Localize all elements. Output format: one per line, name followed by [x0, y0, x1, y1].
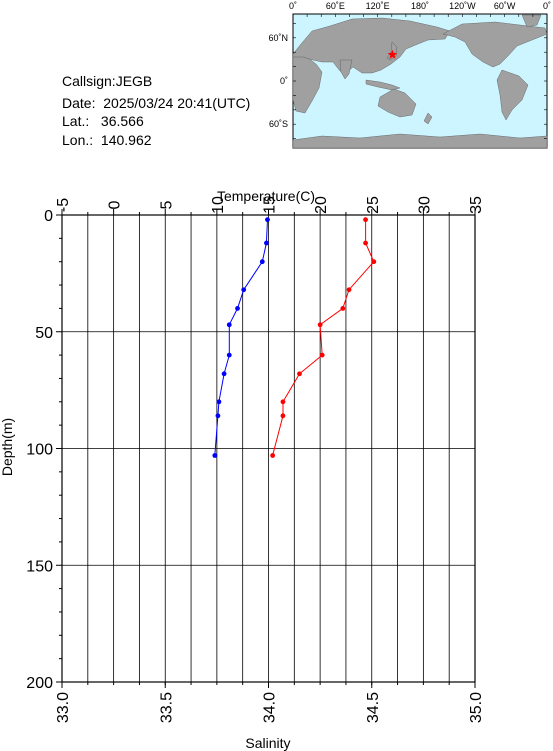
plot-grid	[62, 215, 475, 682]
map-lat-label: 0˚	[280, 76, 288, 86]
depth-tick-label: 150	[26, 558, 53, 575]
map-lon-label: 120˚W	[449, 1, 476, 11]
temperature-data-point	[215, 413, 221, 419]
temperature-tick-label: 15	[262, 196, 279, 214]
salinity-data-point	[280, 399, 286, 405]
temperature-data-point	[235, 306, 240, 311]
temperature-tick-label: 35	[468, 196, 485, 214]
map-frame-ticks	[292, 14, 548, 139]
salinity-tick-label: 34.5	[365, 692, 382, 723]
temperature-tick-label: 20	[313, 196, 330, 214]
lon-value: 140.962	[100, 132, 152, 148]
callsign-label: Callsign:	[62, 73, 116, 89]
temperature-tick-label: 25	[365, 196, 382, 214]
salinity-data-point	[363, 240, 368, 246]
lat-value: 36.566	[100, 113, 144, 129]
land-indonesia	[365, 79, 401, 91]
lon-line: Lon.: 140.962	[62, 132, 152, 148]
salinity-tick-label: 35.0	[468, 692, 485, 723]
land-india	[339, 59, 353, 80]
depth-axis-title: Depth(m)	[0, 418, 15, 476]
map-longitude-labels: 0˚ 60˚E 120˚E 180˚ 120˚W 60˚W 0˚	[289, 1, 551, 11]
salinity-data-point	[297, 371, 302, 377]
temperature-tick-label: 0	[107, 200, 124, 209]
temperature-axis-title: Temperature(C)	[217, 188, 315, 204]
salinity-tick-label: 33.0	[55, 692, 72, 723]
salinity-axis-title: Salinity	[245, 735, 290, 751]
temperature-data-point	[226, 322, 232, 328]
date-value: 2025/03/24 20:41(UTC)	[103, 95, 251, 111]
temperature-tick-label: 5	[158, 200, 175, 209]
map-latitude-labels: 60˚N 0˚ 60˚S	[268, 33, 288, 129]
map-lon-label: 0˚	[289, 1, 297, 11]
temperature-tick-label: 10	[210, 196, 227, 214]
salinity-data-point	[317, 322, 323, 328]
map-lat-label: 60˚N	[268, 33, 288, 43]
temperature-tick-label: -5	[55, 198, 72, 212]
temperature-data-point	[264, 240, 269, 246]
lat-label: Lat.:	[62, 113, 90, 129]
salinity-axis: 33.0 33.5 34.0 34.5 35.0	[55, 682, 485, 723]
land-eurasia	[292, 17, 451, 74]
map-lon-label: 180˚	[411, 1, 429, 11]
salinity-data-point	[270, 453, 276, 458]
series-layer	[212, 217, 377, 458]
temperature-data-point	[265, 217, 270, 223]
temperature-data-point	[221, 371, 227, 377]
map-lon-label: 60˚E	[326, 1, 345, 11]
land-greenland	[521, 14, 542, 28]
land-south-america	[496, 69, 529, 121]
map-land	[292, 14, 548, 149]
salinity-data-point	[363, 217, 368, 223]
depth-tick-label: 0	[44, 208, 53, 225]
salinity-data-point	[280, 413, 286, 419]
callsign-line: Callsign:JEGB	[62, 73, 152, 89]
salinity-data-point	[371, 259, 377, 265]
lat-line: Lat.: 36.566	[62, 113, 144, 129]
land-north-america	[442, 21, 548, 68]
depth-axis: 0 50 100 150 200	[26, 208, 62, 692]
depth-tick-label: 200	[26, 675, 53, 692]
temperature-profile-line	[214, 219, 268, 456]
salinity-tick-label: 34.0	[262, 692, 279, 723]
map-lon-label: 0˚	[543, 1, 551, 11]
land-new-zealand	[423, 112, 433, 125]
temperature-data-point	[216, 399, 222, 405]
date-label: Date:	[62, 95, 96, 111]
depth-tick-label: 50	[35, 325, 53, 342]
world-map: 0˚ 60˚E 120˚E 180˚ 120˚W 60˚W 0˚ 60˚N 0˚ 60˚S	[268, 1, 551, 149]
land-australia	[377, 88, 417, 118]
map-lon-label: 120˚E	[366, 1, 390, 11]
land-antarctica	[292, 133, 548, 149]
map-lon-label: 60˚W	[494, 1, 516, 11]
salinity-data-point	[319, 352, 325, 358]
salinity-data-point	[340, 306, 346, 311]
temperature-data-point	[241, 287, 247, 293]
temperature-data-point	[212, 453, 218, 458]
land-africa	[292, 55, 323, 114]
temperature-data-point	[226, 352, 232, 358]
salinity-data-point	[346, 287, 352, 293]
salinity-profile-line	[272, 219, 375, 456]
date-line: Date: 2025/03/24 20:41(UTC)	[62, 95, 250, 111]
location-marker	[387, 49, 398, 59]
depth-tick-label: 100	[26, 442, 53, 459]
temperature-tick-label: 30	[416, 196, 433, 214]
map-lat-label: 60˚S	[269, 119, 288, 129]
callsign-value: JEGB	[115, 73, 153, 89]
lon-label: Lon.:	[62, 132, 94, 148]
temperature-data-point	[259, 259, 265, 265]
temperature-axis: -5 0 5 10 15 20 25 30 35	[55, 196, 485, 215]
salinity-tick-label: 33.5	[158, 692, 175, 723]
